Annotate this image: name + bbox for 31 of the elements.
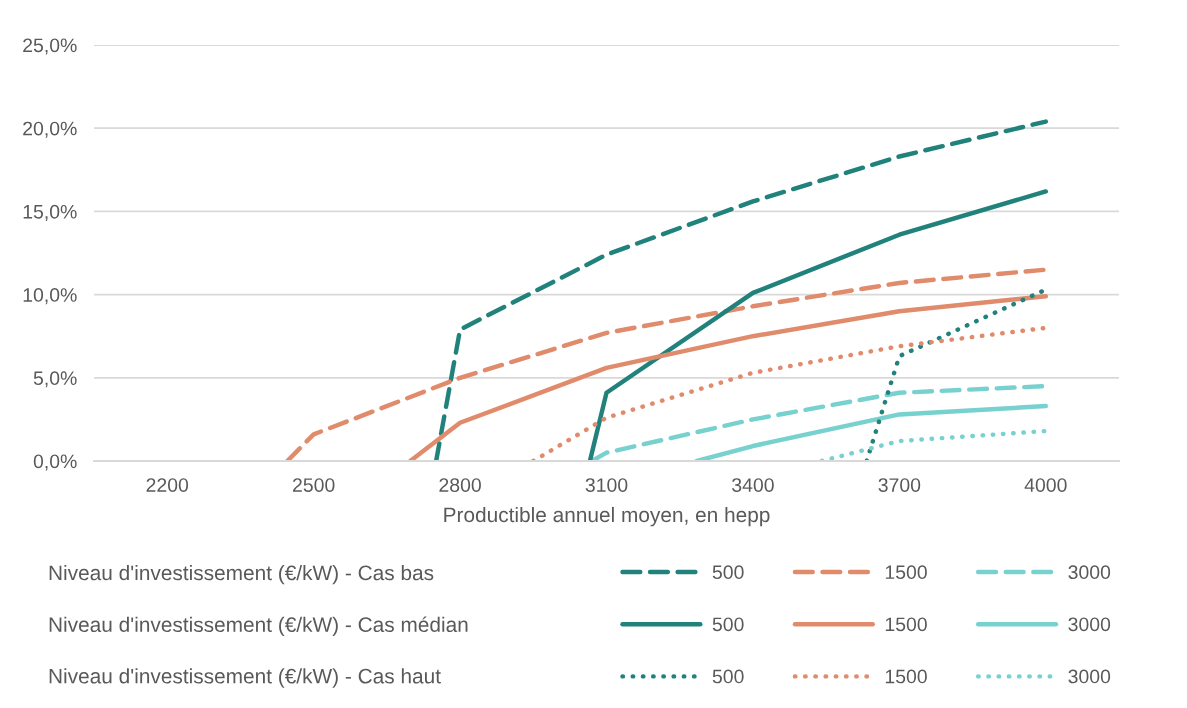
x-tick-label: 3100 [585, 478, 628, 492]
y-tick-label: 5,0% [33, 371, 77, 388]
x-tick-label: 2800 [439, 478, 481, 492]
legend-label: 1500 [885, 565, 927, 580]
text: Niveau d'investissement (€/kW) - Cas haut [49, 668, 441, 688]
y-tick-label: 25,0% [23, 38, 77, 55]
legend-label: 500 [712, 617, 744, 632]
y-tick-label: 20,0% [23, 121, 77, 138]
legend-label: 500 [712, 565, 744, 580]
x-tick-label: 2200 [146, 478, 189, 492]
legend-label: 1500 [885, 669, 927, 684]
line-series [433, 119, 1049, 461]
legend-label: 1500 [885, 617, 927, 632]
x-tick-label: 3700 [878, 478, 921, 492]
x-tick-label: 2500 [293, 478, 335, 492]
x-tick-label: 3400 [732, 478, 774, 492]
y-tick-label: 15,0% [23, 204, 77, 221]
x-axis-title: Productible annuel moyen, en hepp [444, 506, 770, 527]
legend-label: 500 [712, 669, 744, 684]
legend-label: 3000 [1068, 617, 1111, 632]
x-tick-label: 4000 [1024, 478, 1067, 492]
line-series [694, 403, 1049, 461]
line-series [587, 189, 1049, 461]
y-tick-label: 10,0% [23, 288, 77, 305]
legend-label: 3000 [1068, 669, 1111, 684]
text: Niveau d'investissement (€/kW) - Cas bas [49, 564, 434, 585]
y-tick-label: 0,0% [33, 454, 77, 471]
line-series [408, 294, 1049, 461]
text: Niveau d'investissement (€/kW) - Cas médian [49, 616, 468, 637]
legend-label: 3000 [1068, 565, 1111, 580]
line-series [285, 267, 1049, 461]
